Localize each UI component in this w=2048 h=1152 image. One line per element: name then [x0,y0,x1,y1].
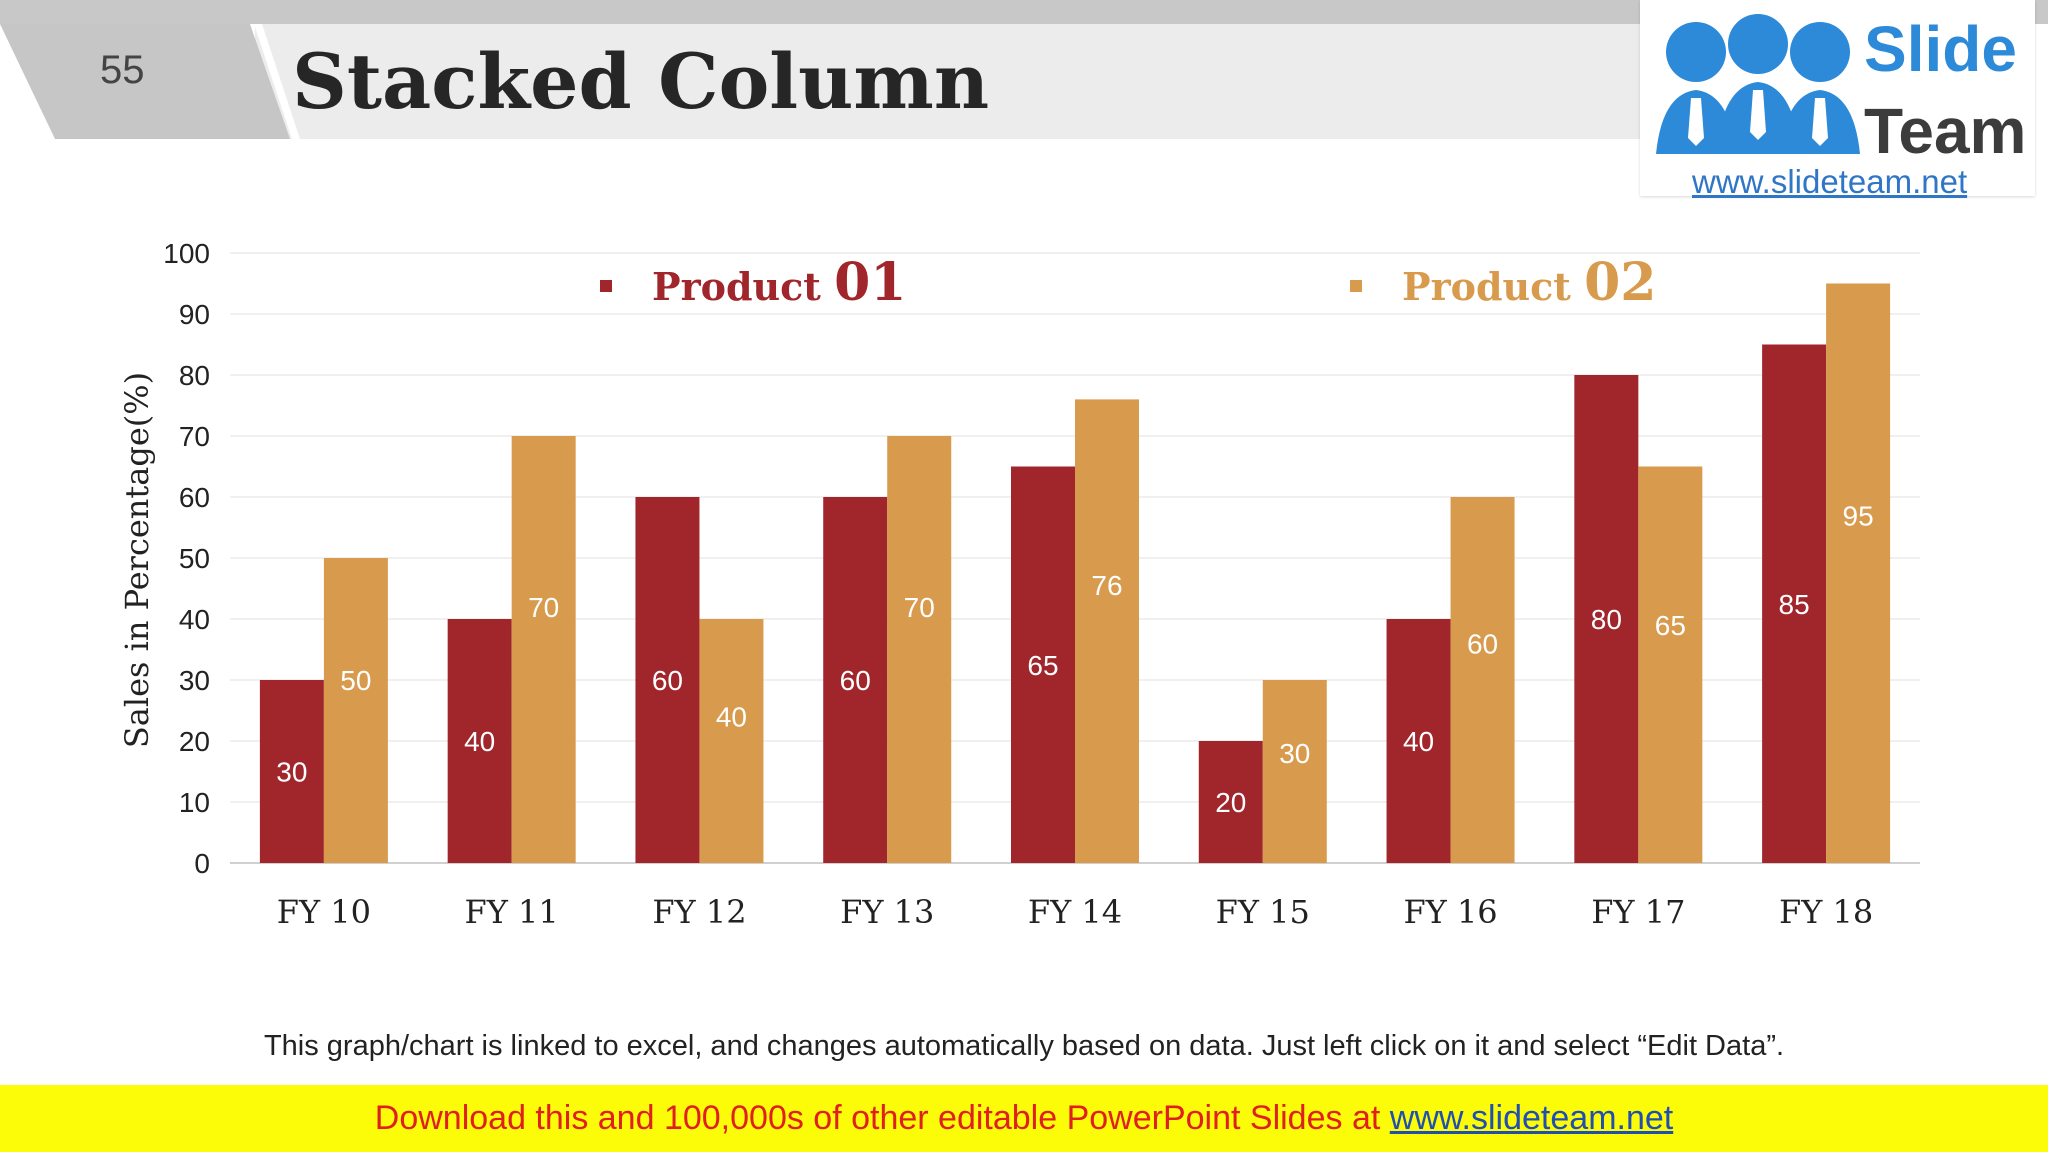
data-label: 70 [904,592,935,623]
data-label: 60 [1467,628,1498,659]
x-tick-label: FY 12 [652,893,746,931]
data-label: 30 [276,757,307,788]
data-label: 40 [716,702,747,733]
chart-data-labels: 30 50 40 70 60 40 60 70 65 76 20 30 40 60 80 65 85 95 [276,500,1873,818]
y-tick-label: 60 [179,482,210,513]
x-tick-label: FY 10 [277,893,371,931]
bar-product-01 [823,497,888,863]
y-tick-label: 70 [179,421,210,452]
y-tick-label: 10 [179,787,210,818]
y-axis-label: Sales in Percentage(%) [118,372,156,748]
legend-marker [1350,280,1362,292]
data-label: 60 [652,665,683,696]
bar-chart: 0 10 20 30 40 50 60 70 80 90 100 Sales in Percenta… [118,238,1920,931]
logo-word-team: Team [1864,95,2027,167]
y-tick-label: 0 [194,848,210,879]
data-label: 30 [1279,738,1310,769]
bar-product-02 [1075,399,1139,863]
slide-number-tab [0,24,290,139]
data-label: 40 [1403,726,1434,757]
people-icon [1656,14,1860,154]
logo-url-link[interactable]: www.slideteam.net [1692,163,1968,200]
x-axis-ticks: FY 10 FY 11 FY 12 FY 13 FY 14 FY 15 FY 16 FY 17… [277,893,1873,931]
y-tick-label: 20 [179,726,210,757]
x-tick-label: FY 18 [1779,893,1873,931]
legend-label: Product 02 [1402,252,1656,313]
bar-product-02 [699,619,764,863]
data-label: 70 [528,592,559,623]
y-tick-label: 80 [179,360,210,391]
y-tick-label: 40 [179,604,210,635]
data-label: 80 [1591,604,1622,635]
footer-message: Download this and 100,000s of other edit… [374,1099,1390,1137]
y-tick-label: 100 [163,238,210,269]
data-label: 76 [1091,570,1122,601]
data-label: 50 [340,665,371,696]
data-label: 60 [840,665,871,696]
data-label: 40 [464,726,495,757]
chart-bars [259,283,1891,863]
x-tick-label: FY 15 [1216,893,1310,931]
bar-product-02 [323,558,388,863]
chart-legend: Product 01 Product 02 [600,252,1656,313]
footer-link[interactable]: www.slideteam.net [1389,1099,1674,1137]
data-label: 65 [1027,650,1058,681]
logo-word-slide: Slide [1864,13,2017,85]
bar-product-02 [887,436,952,863]
bar-product-01 [1198,741,1263,863]
bar-product-01 [447,619,512,863]
bar-product-01 [1574,375,1639,863]
data-label: 65 [1655,610,1686,641]
footer-text: Download this and 100,000s of other edit… [0,1099,2048,1138]
bar-product-01 [635,497,700,863]
title-band [255,24,1655,139]
slide-title: Stacked Column [292,37,990,126]
bar-product-02 [511,436,576,863]
bar-product-02 [1826,283,1891,863]
y-tick-label: 50 [179,543,210,574]
bar-product-02 [1262,680,1327,863]
x-tick-label: FY 14 [1028,893,1122,931]
y-tick-label: 90 [179,299,210,330]
slideteam-logo[interactable]: Slide Team www.slideteam.net [1640,0,2035,200]
bar-product-02 [1450,497,1515,863]
bar-product-01 [1011,466,1075,863]
slide-number: 55 [100,48,145,92]
y-axis-ticks: 0 10 20 30 40 50 60 70 80 90 100 [163,238,210,879]
data-label: 95 [1843,500,1874,531]
chart-note: This graph/chart is linked to excel, and… [263,1030,1785,1062]
x-tick-label: FY 16 [1403,893,1497,931]
bar-product-01 [1762,344,1827,863]
bar-product-01 [259,680,324,863]
data-label: 85 [1779,589,1810,620]
data-label: 20 [1215,787,1246,818]
footer-banner: Download this and 100,000s of other edit… [0,1085,2048,1152]
legend-label: Product 01 [652,252,906,313]
y-tick-label: 30 [179,665,210,696]
x-tick-label: FY 11 [465,893,559,931]
x-tick-label: FY 17 [1591,893,1685,931]
legend-marker [600,280,612,292]
bar-product-02 [1638,466,1703,863]
x-tick-label: FY 13 [840,893,934,931]
bar-product-01 [1386,619,1451,863]
